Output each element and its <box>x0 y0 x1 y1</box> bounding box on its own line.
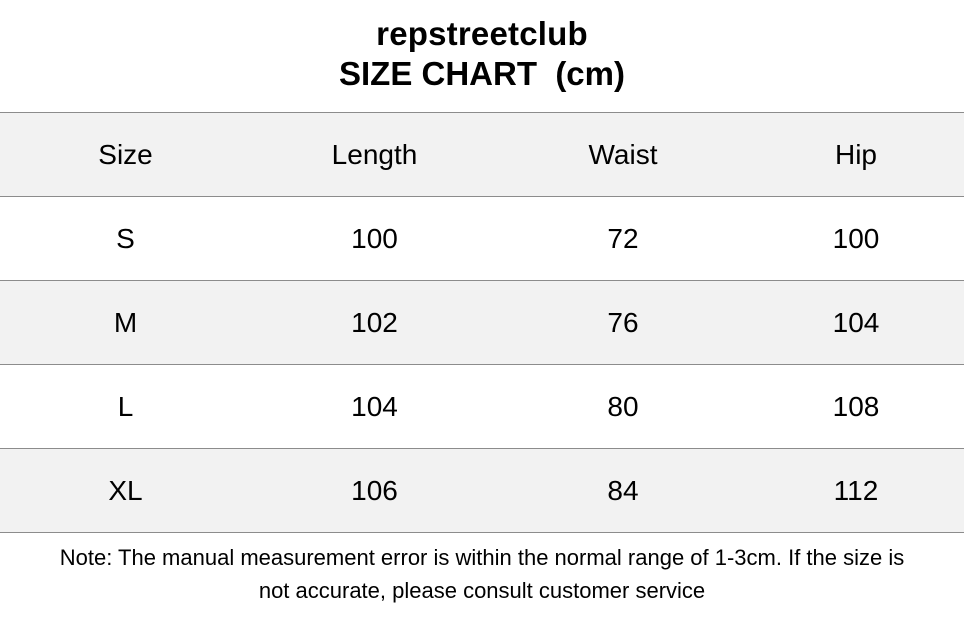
cell-size: S <box>0 196 251 281</box>
column-header-hip: Hip <box>748 112 964 197</box>
measurement-note: Note: The manual measurement error is wi… <box>0 541 964 607</box>
table-row: S 100 72 100 <box>0 196 964 281</box>
cell-length: 106 <box>251 448 498 533</box>
cell-size: L <box>0 364 251 449</box>
cell-length: 102 <box>251 280 498 365</box>
size-chart-table: Size Length Waist Hip S 100 72 100 M 102… <box>0 112 964 533</box>
cell-waist: 72 <box>498 196 748 281</box>
cell-hip: 100 <box>748 196 964 281</box>
table-row: M 102 76 104 <box>0 280 964 365</box>
cell-hip: 108 <box>748 364 964 449</box>
cell-size: M <box>0 280 251 365</box>
cell-waist: 76 <box>498 280 748 365</box>
title-block: repstreetclub SIZE CHART (cm) <box>0 14 964 94</box>
cell-hip: 112 <box>748 448 964 533</box>
cell-waist: 84 <box>498 448 748 533</box>
note-line-2: not accurate, please consult customer se… <box>258 578 706 603</box>
brand-name: repstreetclub <box>376 15 588 52</box>
table-header-row: Size Length Waist Hip <box>0 112 964 197</box>
cell-size: XL <box>0 448 251 533</box>
note-line-1: Note: The manual measurement error is wi… <box>59 545 905 570</box>
column-header-length: Length <box>251 112 498 197</box>
column-header-waist: Waist <box>498 112 748 197</box>
cell-waist: 80 <box>498 364 748 449</box>
page-title: SIZE CHART (cm) <box>338 55 625 92</box>
column-header-size: Size <box>0 112 251 197</box>
table-row: XL 106 84 112 <box>0 448 964 533</box>
cell-length: 100 <box>251 196 498 281</box>
table-row: L 104 80 108 <box>0 364 964 449</box>
cell-length: 104 <box>251 364 498 449</box>
cell-hip: 104 <box>748 280 964 365</box>
